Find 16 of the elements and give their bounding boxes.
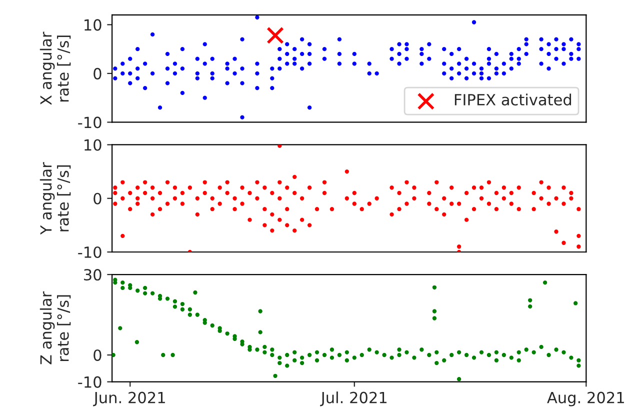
y-tick-label: 0: [94, 68, 102, 80]
y-tick-label: -10: [78, 246, 102, 258]
x-tick-label: Jun. 2021: [93, 392, 165, 406]
x-tick-label: Jul. 2021: [320, 392, 386, 406]
y-tick-label: 10: [84, 139, 102, 151]
y-tick-label: 0: [94, 192, 102, 204]
y-axis-title: X angular rate [°/s]: [40, 32, 71, 105]
y-tick-label: -10: [78, 116, 102, 128]
y-axis-title: Y angular rate [°/s]: [40, 162, 71, 235]
y-tick-label: 10: [84, 19, 102, 31]
y-tick-label: 0: [94, 349, 102, 362]
y-tick-label: -10: [78, 376, 102, 388]
y-axis-title: Z angular rate [°/s]: [40, 291, 71, 364]
x-tick-label: Aug. 2021: [547, 392, 624, 406]
legend-label: FIPEX activated: [454, 94, 572, 106]
y-tick-label: 30: [84, 268, 102, 281]
